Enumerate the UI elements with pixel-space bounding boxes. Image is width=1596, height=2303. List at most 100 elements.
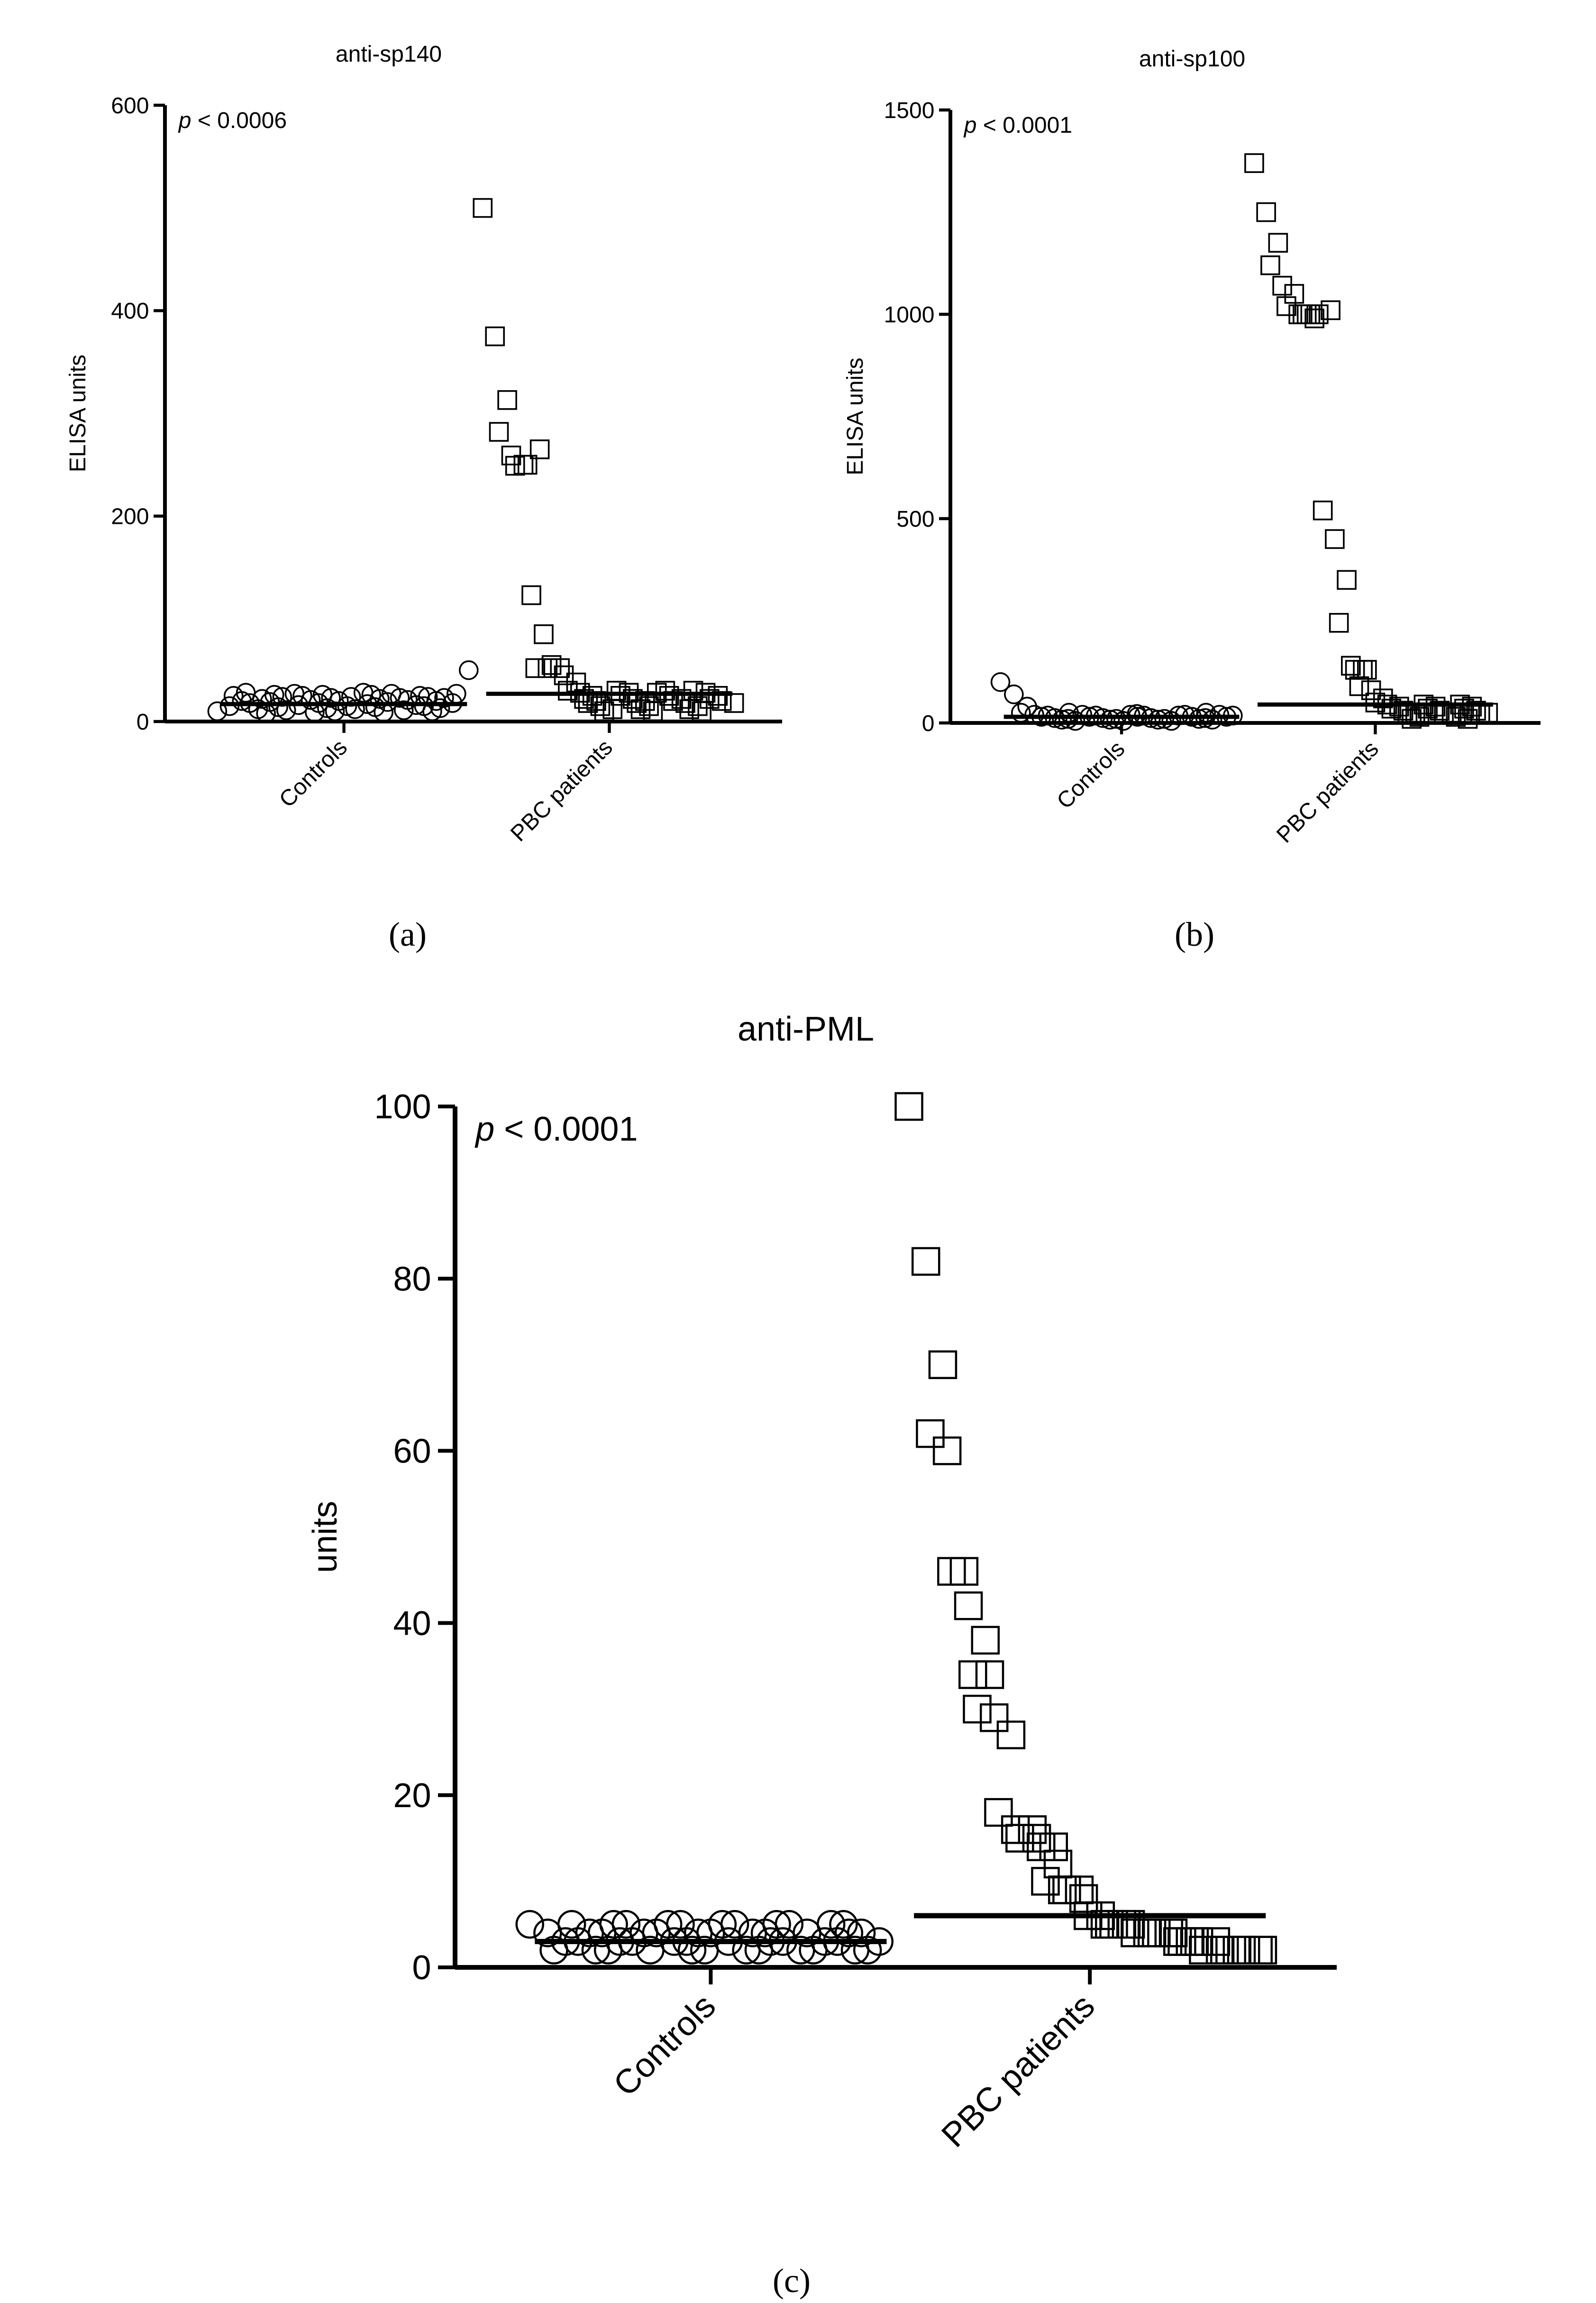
data-point-square	[1244, 153, 1264, 173]
y-tick-label: 500	[896, 507, 934, 532]
p-value-annotation: p < 0.0006	[178, 108, 287, 133]
data-point-square	[1337, 570, 1357, 590]
y-tick-label: 400	[111, 299, 149, 324]
data-point-circle	[458, 660, 479, 680]
data-point-square	[1284, 284, 1304, 304]
data-point-square	[958, 1660, 987, 1689]
data-point-square	[1341, 656, 1361, 676]
data-point-square	[932, 1436, 962, 1465]
data-point-square	[1349, 676, 1369, 696]
data-point-square	[630, 699, 651, 719]
p-value-annotation: p < 0.0001	[474, 1110, 638, 1148]
data-point-square	[975, 1660, 1004, 1689]
data-point-square	[1005, 1824, 1034, 1853]
data-point-circle	[207, 701, 228, 722]
panel-label: (b)	[1175, 915, 1214, 953]
y-axis-label: ELISA units	[843, 357, 868, 475]
data-point-square	[1418, 699, 1438, 719]
data-point-square	[1309, 304, 1329, 324]
data-point-square	[1313, 500, 1333, 521]
data-point-square	[517, 455, 538, 475]
data-point-square	[1256, 202, 1276, 222]
y-tick-label: 600	[111, 93, 149, 119]
data-point-square	[911, 1247, 940, 1276]
chart-title: anti-sp100	[1139, 46, 1245, 72]
data-point-square	[724, 693, 744, 713]
data-point-circle	[1148, 710, 1168, 730]
chart-panel-c: anti-PML units 0 20 40 60 80 100 p < 0.0001 Contr…	[246, 986, 1384, 2266]
data-point-square	[590, 696, 611, 716]
data-point-circle	[1059, 703, 1079, 723]
data-point-square	[554, 665, 574, 685]
data-point-circle	[252, 689, 272, 709]
data-point-square	[1466, 701, 1486, 721]
panel-label: (c)	[773, 2262, 811, 2300]
chart-svg: anti-PML units 0 20 40 60 80 100 p < 0.0001 Contr…	[306, 1010, 1337, 2155]
data-point-circle	[1196, 703, 1216, 723]
data-point-square	[497, 390, 517, 410]
data-point-square	[623, 689, 643, 709]
data-point-circle	[321, 688, 341, 708]
chart-panel-a: anti-sp140 ELISA units 0 200 400 600 p < 0.000…	[57, 28, 806, 896]
y-tick-label: 100	[374, 1088, 431, 1126]
data-point-square	[954, 1591, 983, 1620]
data-point-square	[984, 1798, 1013, 1827]
data-point-square	[525, 658, 546, 678]
data-point-square	[574, 689, 594, 709]
data-point-square	[928, 1350, 958, 1380]
data-point-square	[1357, 660, 1377, 680]
y-tick-label: 20	[393, 1777, 431, 1815]
chart-svg: anti-sp140 ELISA units 0 200 400 600 p < 0.000…	[65, 42, 782, 847]
p-value-annotation: p < 0.0001	[963, 113, 1072, 138]
data-point-circle	[1011, 703, 1031, 723]
data-point-circle	[430, 698, 450, 718]
panel-label: (a)	[389, 915, 427, 953]
y-axis-label: units	[306, 1501, 344, 1573]
y-tick-label: 0	[922, 711, 935, 736]
chart-title: anti-PML	[738, 1010, 874, 1048]
data-point-circle	[666, 1910, 695, 1939]
data-point-square	[1325, 529, 1345, 549]
data-point-square	[1321, 300, 1341, 320]
data-point-circle	[276, 700, 296, 720]
data-point-square	[1121, 1919, 1149, 1947]
y-tick-label: 40	[393, 1605, 431, 1643]
data-point-circle	[515, 1910, 544, 1939]
data-point-square	[1167, 1927, 1196, 1956]
data-point-square	[1381, 699, 1402, 719]
data-point-square	[485, 326, 505, 347]
x-category-label: Controls	[606, 1987, 723, 2103]
x-category-label: Controls	[274, 735, 352, 813]
data-point-circle	[847, 1919, 876, 1947]
data-point-square	[529, 439, 550, 459]
data-point-square	[1027, 1832, 1056, 1862]
y-tick-label: 60	[393, 1433, 431, 1471]
data-point-square	[1430, 701, 1450, 721]
y-tick-label: 200	[111, 504, 149, 529]
data-point-square	[1031, 1867, 1060, 1896]
data-point-square	[916, 1419, 945, 1448]
data-point-circle	[1004, 684, 1024, 704]
data-point-square	[541, 655, 562, 675]
y-tick-label: 80	[393, 1260, 431, 1298]
data-point-circle	[328, 691, 349, 711]
y-axis-label: ELISA units	[65, 355, 91, 472]
data-point-circle	[720, 1910, 749, 1939]
data-point-circle	[1052, 710, 1072, 730]
data-point-square	[1329, 613, 1349, 633]
data-point-square	[1052, 1875, 1081, 1904]
data-point-square	[1353, 660, 1373, 680]
data-point-square	[1069, 1884, 1098, 1913]
data-point-square	[538, 658, 558, 678]
x-category-label: PBC patients	[934, 1987, 1102, 2155]
data-point-square	[894, 1092, 923, 1121]
x-category-label: PBC patients	[1272, 736, 1384, 848]
data-point-circle	[1100, 710, 1120, 730]
data-point-square	[473, 198, 493, 218]
data-point-circle	[1161, 711, 1181, 731]
data-point-square	[1001, 1815, 1030, 1844]
data-point-square	[505, 456, 525, 476]
data-point-circle	[611, 1910, 641, 1939]
x-category-label: PBC patients	[506, 735, 618, 847]
y-tick-label: 0	[137, 710, 149, 735]
